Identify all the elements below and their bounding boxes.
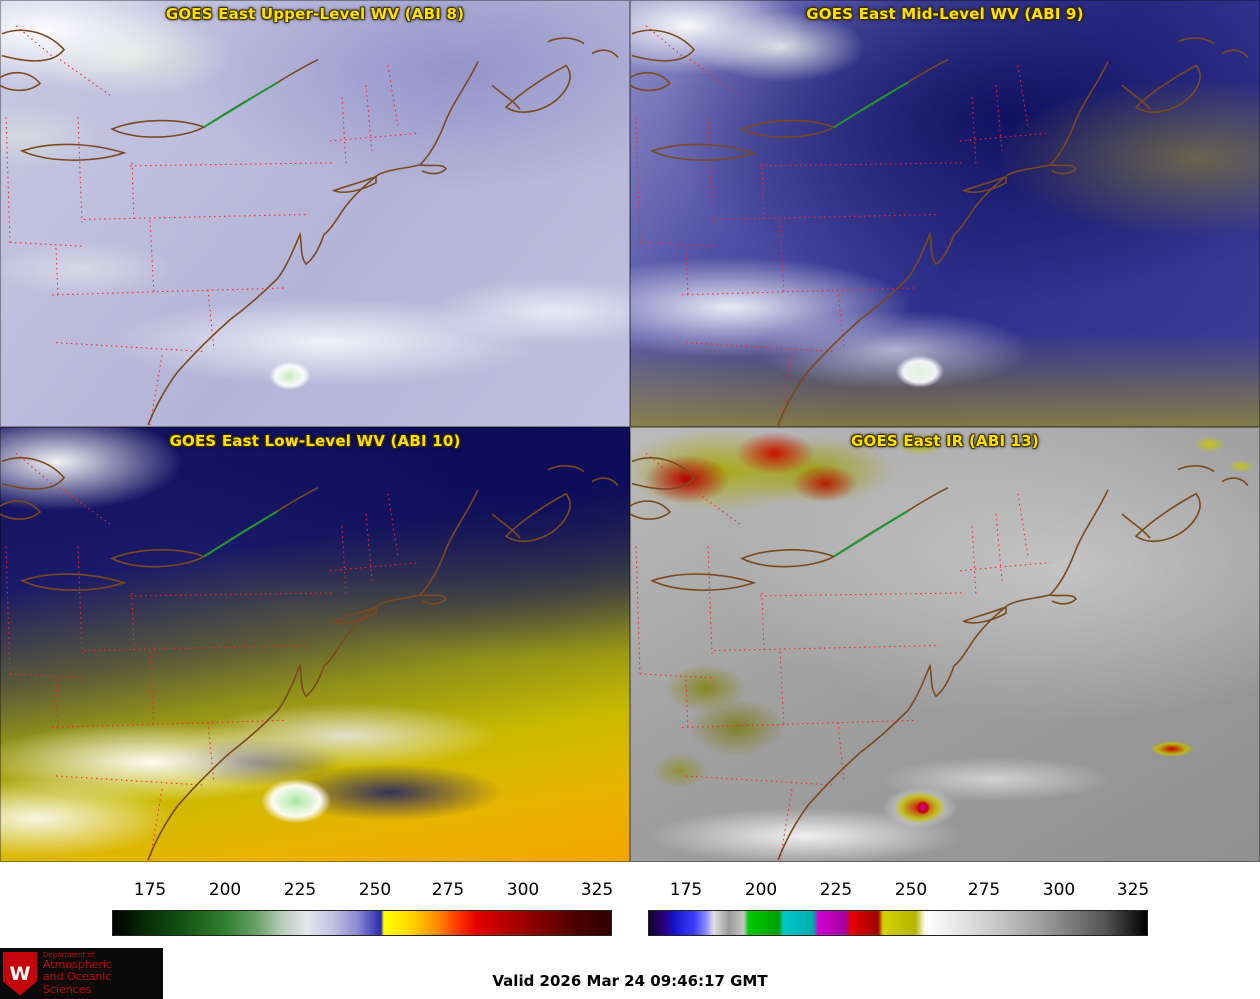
- map-borders-overlay: [0, 24, 619, 427]
- colorbar-tick: 275: [967, 880, 1001, 900]
- colorbar-tick: 250: [358, 880, 392, 900]
- panel-upper-level-wv[interactable]: GOES East Upper-Level WV (ABI 8): [0, 0, 630, 427]
- colorbar-tick: 300: [1042, 880, 1076, 900]
- panel-grid: GOES East Upper-Level WV (ABI 8) GOES Ea…: [0, 0, 1260, 862]
- panel-infrared[interactable]: GOES East IR (ABI 13): [630, 427, 1260, 862]
- colorbar-tick: 175: [669, 880, 703, 900]
- colorbar-tick: 325: [1116, 880, 1150, 900]
- colorbar-tick: 200: [208, 880, 242, 900]
- logo-text: Department of Atmospheric and Oceanic Sc…: [43, 951, 163, 997]
- map-borders-overlay: [0, 452, 620, 861]
- colorbar-tick: 275: [431, 880, 465, 900]
- panel-title: GOES East Upper-Level WV (ABI 8): [165, 5, 465, 23]
- panel-title: GOES East IR (ABI 13): [850, 432, 1039, 450]
- colorbar-tick: 325: [580, 880, 614, 900]
- valid-timestamp: Valid 2026 Mar 24 09:46:17 GMT: [492, 972, 768, 990]
- colorbar-tick: 300: [506, 880, 540, 900]
- footer: 175 200 225 250 275 300 325 175 200 225 …: [0, 862, 1260, 999]
- panel-title: GOES East Mid-Level WV (ABI 9): [806, 5, 1084, 23]
- colorbar-tick: 200: [744, 880, 778, 900]
- logo-line: and Oceanic Sciences: [42, 970, 112, 996]
- panel-title: GOES East Low-Level WV (ABI 10): [169, 432, 461, 450]
- wv-colorbar-ticks: 175 200 225 250 275 300 325: [112, 880, 614, 902]
- logo-line: Atmospheric: [42, 957, 113, 971]
- wv-colorbar-gradient: [112, 910, 612, 936]
- logo-line: Department of: [42, 950, 95, 959]
- colorbar-tick: 225: [283, 880, 317, 900]
- colorbar-tick: 225: [819, 880, 853, 900]
- ir-colorbar-gradient: [648, 910, 1148, 936]
- uw-aos-logo: W Department of Atmospheric and Oceanic …: [0, 948, 163, 999]
- map-borders-overlay: [630, 452, 1250, 861]
- panel-low-level-wv[interactable]: GOES East Low-Level WV (ABI 10): [0, 427, 630, 862]
- panel-mid-level-wv[interactable]: GOES East Mid-Level WV (ABI 9): [630, 0, 1260, 427]
- uw-monogram: W: [9, 962, 31, 985]
- map-borders-overlay: [630, 24, 1249, 427]
- ir-colorbar-ticks: 175 200 225 250 275 300 325: [648, 880, 1150, 902]
- colorbar-tick: 175: [133, 880, 167, 900]
- colorbar-tick: 250: [894, 880, 928, 900]
